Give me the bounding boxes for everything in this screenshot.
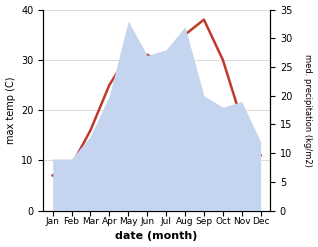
X-axis label: date (month): date (month) (115, 231, 198, 242)
Y-axis label: max temp (C): max temp (C) (5, 76, 16, 144)
Y-axis label: med. precipitation (kg/m2): med. precipitation (kg/m2) (303, 54, 313, 166)
